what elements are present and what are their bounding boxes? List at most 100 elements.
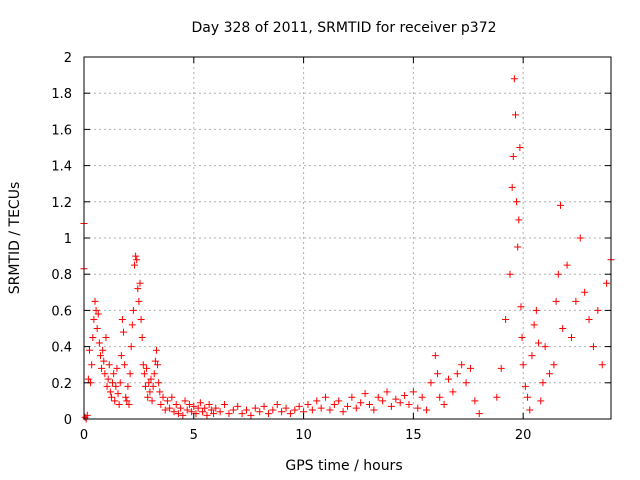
data-point xyxy=(541,343,549,351)
data-point xyxy=(112,382,120,390)
data-point xyxy=(99,346,107,354)
data-point xyxy=(146,388,154,396)
data-point xyxy=(524,393,532,401)
data-point xyxy=(370,406,378,414)
x-tick-label: 0 xyxy=(80,428,88,443)
data-point xyxy=(131,261,139,269)
data-point xyxy=(201,404,209,412)
data-point xyxy=(326,406,334,414)
data-point xyxy=(156,388,164,396)
data-point xyxy=(585,315,593,323)
y-tick-label: 0 xyxy=(64,413,72,428)
data-point xyxy=(247,411,255,419)
data-point xyxy=(129,306,137,314)
data-point xyxy=(518,334,526,342)
data-point xyxy=(445,375,453,383)
data-point xyxy=(348,393,356,401)
data-point xyxy=(563,261,571,269)
data-point xyxy=(85,346,93,354)
data-point xyxy=(556,201,564,209)
data-point xyxy=(110,370,118,378)
data-point xyxy=(149,382,157,390)
data-point xyxy=(159,393,167,401)
data-point xyxy=(194,404,202,412)
data-point xyxy=(361,390,369,398)
data-point xyxy=(374,393,382,401)
data-point xyxy=(148,397,156,405)
data-point xyxy=(181,397,189,405)
data-point xyxy=(101,370,109,378)
data-point xyxy=(330,401,338,409)
data-point xyxy=(212,404,220,412)
data-point xyxy=(151,357,159,365)
x-axis-label: GPS time / hours xyxy=(285,458,402,474)
data-point xyxy=(174,410,182,418)
data-point xyxy=(379,397,387,405)
x-tick-label: 10 xyxy=(295,428,312,443)
data-point xyxy=(567,334,575,342)
data-point xyxy=(506,270,514,278)
data-point xyxy=(225,410,233,418)
data-point xyxy=(449,388,457,396)
data-point xyxy=(471,397,479,405)
data-point xyxy=(513,198,521,206)
y-tick-label: 1.6 xyxy=(51,123,72,138)
axis-ticks xyxy=(83,56,611,420)
data-point xyxy=(365,401,373,409)
y-axis-label: SRMTID / TECUs xyxy=(7,182,23,295)
y-tick-label: 0.8 xyxy=(51,268,72,283)
data-point xyxy=(409,388,417,396)
data-point xyxy=(269,406,277,414)
data-point xyxy=(335,397,343,405)
axis-tick-labels: 0 5 10 15 20 0 0.2 0.4 0.6 0.8 1 1.2 1.4 1.6 1.8 2 xyxy=(51,51,531,443)
data-point xyxy=(190,402,198,410)
y-tick-label: 1 xyxy=(64,232,72,247)
data-point xyxy=(383,388,391,396)
grid-lines xyxy=(84,57,611,419)
data-point xyxy=(90,315,98,323)
data-point xyxy=(521,382,529,390)
data-point xyxy=(140,370,148,378)
data-point xyxy=(141,382,149,390)
data-point xyxy=(91,297,99,305)
data-point xyxy=(161,406,169,414)
data-point xyxy=(550,361,558,369)
data-point xyxy=(154,361,162,369)
data-point xyxy=(111,397,119,405)
data-point xyxy=(322,393,330,401)
data-point xyxy=(117,352,125,360)
data-point xyxy=(514,243,522,251)
data-point xyxy=(344,402,351,410)
data-point xyxy=(183,406,191,414)
data-point xyxy=(133,256,141,264)
data-point xyxy=(431,352,439,360)
plot-frame xyxy=(83,56,612,420)
y-tick-label: 1.4 xyxy=(51,160,72,175)
data-point xyxy=(515,216,523,224)
data-point xyxy=(387,402,395,410)
data-point xyxy=(264,410,272,418)
data-point xyxy=(100,357,108,365)
y-tick-label: 0.6 xyxy=(51,304,72,319)
data-point xyxy=(125,401,133,409)
data-point xyxy=(172,401,180,409)
data-point xyxy=(199,408,207,416)
data-point xyxy=(92,306,100,314)
data-point xyxy=(124,382,132,390)
data-point xyxy=(152,346,160,354)
data-point xyxy=(139,361,147,369)
data-point xyxy=(134,285,142,293)
data-point xyxy=(458,361,466,369)
data-point xyxy=(418,393,426,401)
data-point xyxy=(286,410,294,418)
data-point xyxy=(107,393,115,401)
data-point xyxy=(163,397,171,405)
data-point xyxy=(115,401,123,409)
data-point xyxy=(216,408,224,416)
data-point xyxy=(401,391,409,399)
data-point xyxy=(136,279,144,287)
data-point xyxy=(179,411,187,419)
data-point xyxy=(519,361,527,369)
data-point xyxy=(114,390,122,398)
